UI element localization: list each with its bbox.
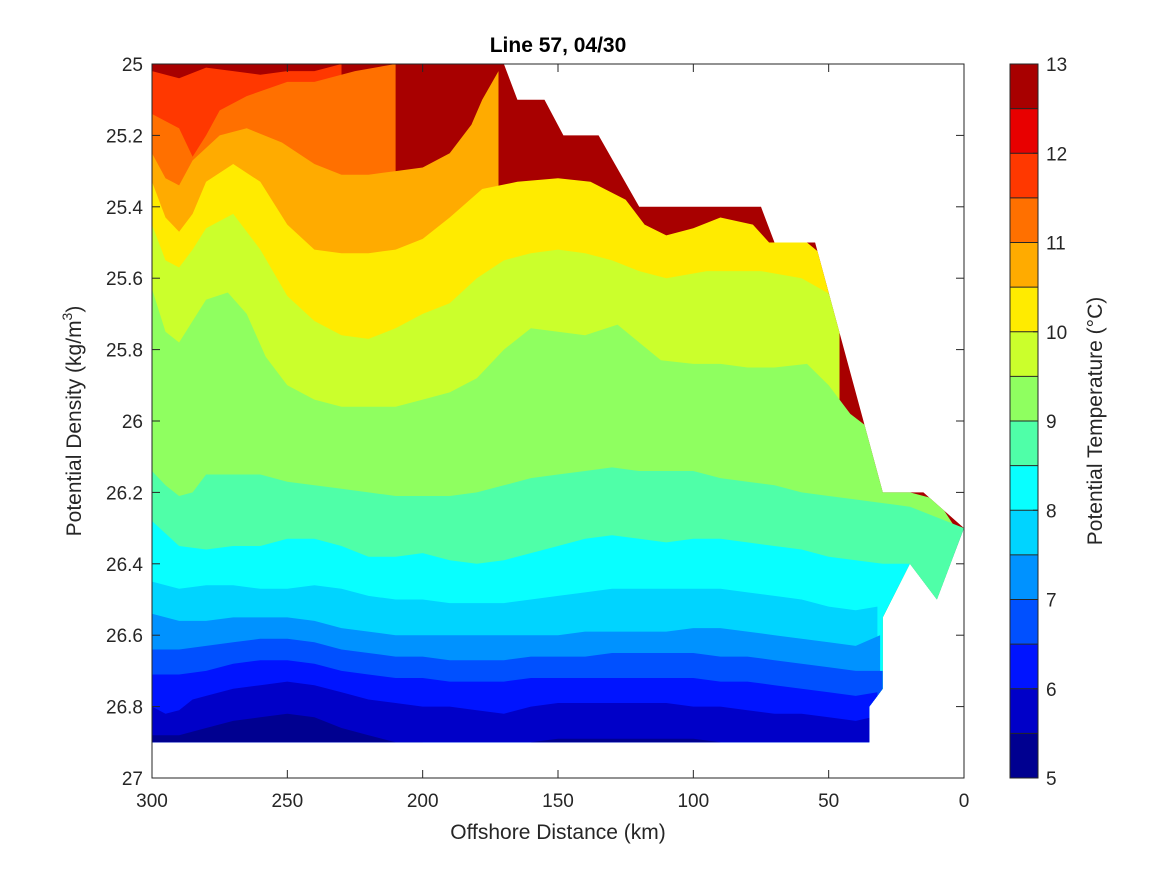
colorbar-swatch: [1010, 108, 1038, 154]
colorbar-tick-label: 6: [1046, 680, 1057, 701]
colorbar-tick-label: 10: [1046, 323, 1067, 344]
x-tick-label: 0: [959, 791, 970, 812]
colorbar-tick-label: 5: [1046, 769, 1057, 790]
y-tick-label: 25.6: [106, 269, 143, 290]
colorbar-swatch: [1010, 153, 1038, 199]
chart-title: Line 57, 04/30: [490, 34, 627, 57]
y-tick-label: 25.4: [106, 198, 143, 219]
y-tick-label: 26.8: [106, 698, 143, 719]
colorbar-tick-label: 7: [1046, 591, 1057, 612]
x-tick-label: 50: [818, 791, 839, 812]
colorbar-tick-label: 8: [1046, 501, 1057, 522]
y-tick-label: 26: [122, 412, 143, 433]
colorbar-swatch: [1010, 599, 1038, 645]
plot-area: 300 250 200 150 100 50 0 2525.225.425.625.8262…: [106, 55, 969, 812]
y-tick-label: 26.6: [106, 626, 143, 647]
x-tick-label: 200: [407, 791, 439, 812]
contour-band-5: [152, 713, 423, 743]
colorbar-tick-label: 9: [1046, 412, 1057, 433]
contour-band-5.5: [152, 681, 872, 743]
colorbar-swatch: [1010, 688, 1038, 734]
y-axis-ticks: 25 25.2 25.4 25.6 25.8 26 26.2 26.4 26.6 26.8 27: [106, 55, 964, 790]
colorbar-swatch: [1010, 644, 1038, 690]
colorbar-swatch: [1010, 287, 1038, 333]
y-axis-label-superscript: 3: [59, 312, 75, 320]
y-axis-label: Potential Density (kg/m3): [59, 306, 86, 537]
colorbar-ticks: 5 6 7 8 9 10 11 12 13: [1010, 55, 1067, 790]
y-tick-label: 25.2: [106, 126, 143, 147]
colorbar-swatch: [1010, 376, 1038, 422]
y-tick-label: 25.8: [106, 341, 143, 362]
x-tick-label: 250: [271, 791, 303, 812]
colorbar-swatches: [1010, 64, 1038, 779]
y-tick-label: 26.4: [106, 555, 143, 576]
colorbar-swatch: [1010, 554, 1038, 600]
colorbar-swatch: [1010, 733, 1038, 779]
colorbar-swatch: [1010, 197, 1038, 243]
colorbar-tick-label: 12: [1046, 144, 1067, 165]
x-axis-label: Offshore Distance (km): [450, 821, 666, 844]
y-tick-label: 27: [122, 769, 143, 790]
colorbar-swatch: [1010, 510, 1038, 556]
colorbar-tick-label: 13: [1046, 55, 1067, 76]
x-tick-label: 300: [136, 791, 168, 812]
colorbar-tick-label: 11: [1046, 234, 1066, 255]
colorbar-swatch: [1010, 242, 1038, 288]
colorbar-swatch: [1010, 465, 1038, 511]
y-tick-label: 26.2: [106, 483, 143, 504]
x-tick-label: 100: [677, 791, 709, 812]
colorbar-swatch: [1010, 64, 1038, 110]
colorbar: 5 6 7 8 9 10 11 12 13 Potential Temperature (°C): [1009, 55, 1107, 790]
colorbar-label: Potential Temperature (°C): [1084, 297, 1107, 545]
colorbar-swatch: [1010, 421, 1038, 467]
x-axis-ticks: 300 250 200 150 100 50 0: [136, 64, 969, 812]
x-tick-label: 150: [542, 791, 574, 812]
colorbar-swatch: [1010, 331, 1038, 377]
y-tick-label: 25: [122, 55, 143, 76]
